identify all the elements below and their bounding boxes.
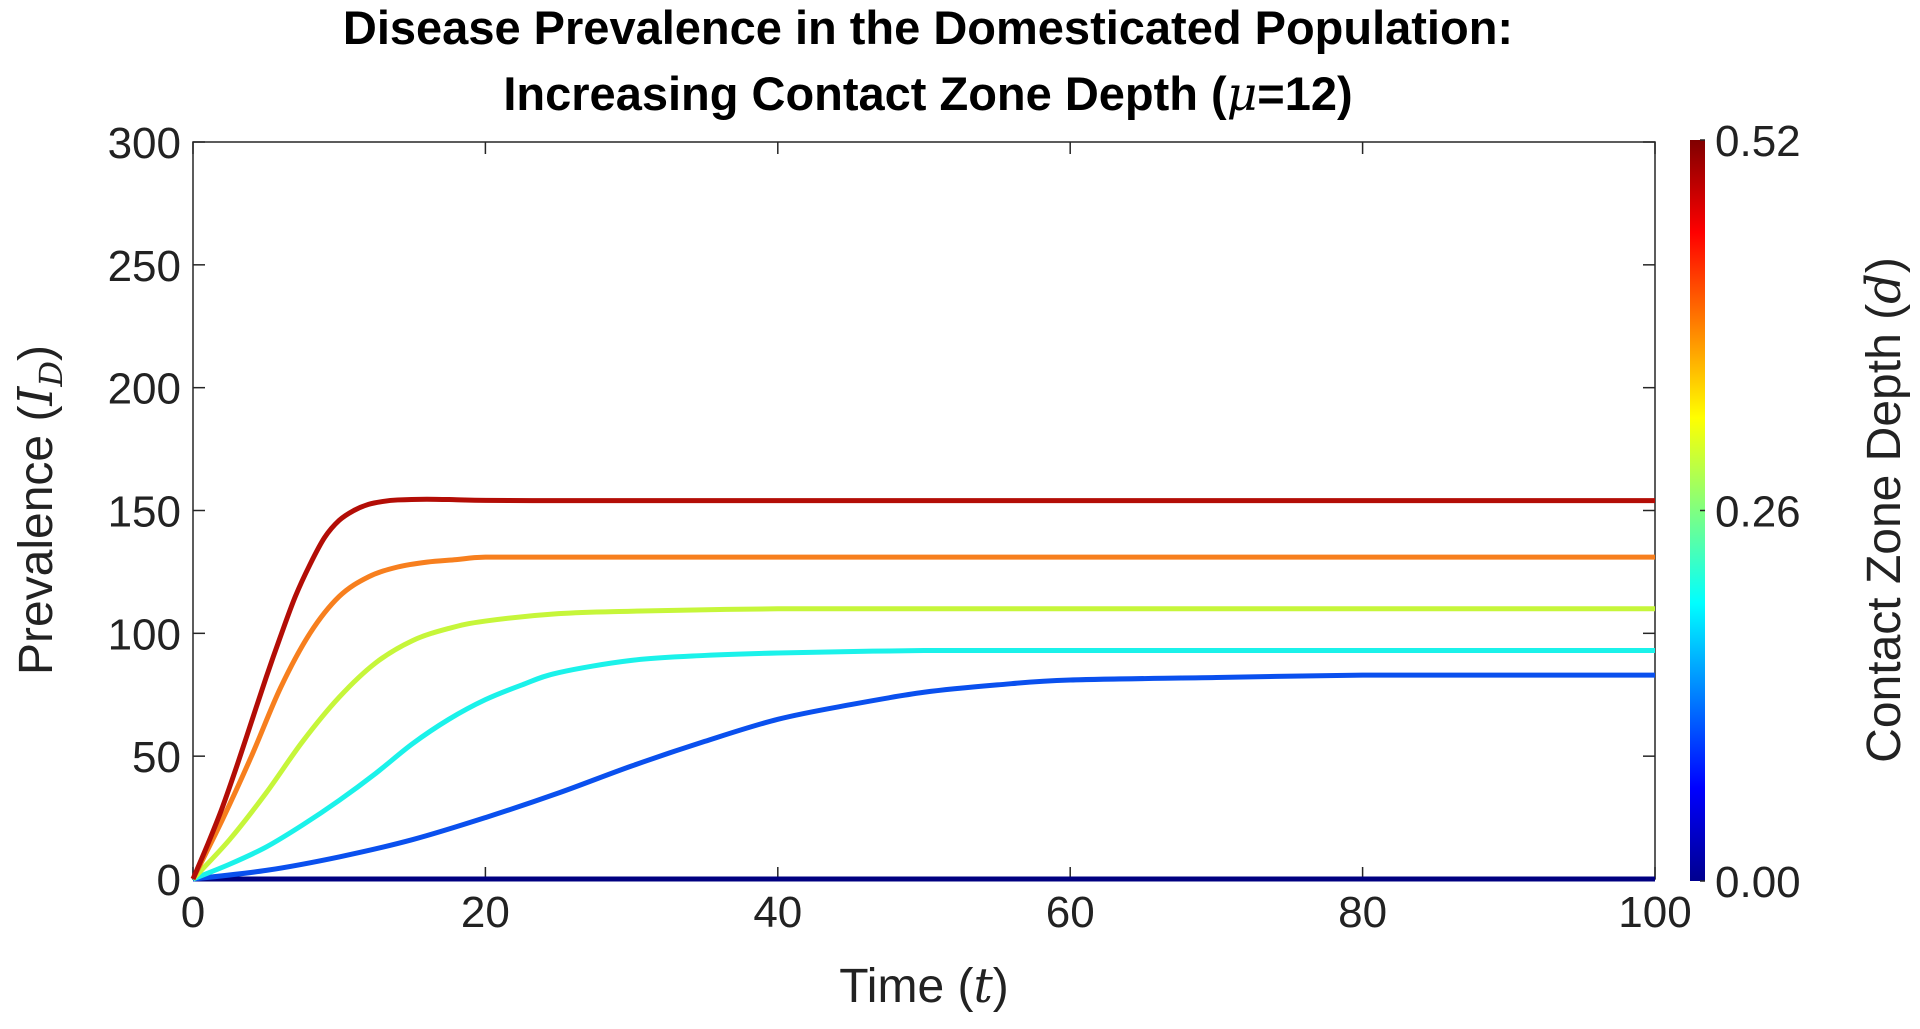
x-tick-label: 60: [1046, 888, 1095, 937]
x-tick-label: 0: [181, 888, 205, 937]
colorbar-label: Contact Zone Depth (d): [1856, 257, 1912, 763]
y-tick-label: 200: [108, 365, 181, 414]
y-tick-label: 50: [132, 733, 181, 782]
chart-title-line-1: Disease Prevalence in the Domesticated P…: [343, 1, 1513, 54]
plot-area-frame: [192, 141, 1656, 880]
y-axis-label: Prevalence (ID): [8, 345, 70, 675]
series-line-d-0-39: [190, 554, 1655, 881]
colorbar-ticks: 0.00 0.26 0.52: [1700, 117, 1801, 907]
axis-ticks: [192, 141, 1656, 880]
series-line-d-0-195: [192, 648, 1655, 882]
y-tick-label: 300: [108, 119, 181, 168]
y-tick-label: 100: [108, 610, 181, 659]
series-lines: [190, 496, 1656, 882]
series-line-d-0-325: [191, 606, 1655, 881]
chart-title-line-2: Increasing Contact Zone Depth (μ=12): [503, 67, 1352, 122]
y-tick-label: 150: [108, 488, 181, 537]
tick-labels: 0 20 40 60 80 100 0 50 100 150 200 250 300: [108, 119, 1692, 937]
colorbar-gradient: [1690, 140, 1705, 881]
x-axis-label: Time (t): [839, 958, 1008, 1014]
colorbar-tick-label: 0.00: [1715, 858, 1801, 907]
y-tick-label: 250: [108, 242, 181, 291]
x-tick-label: 40: [753, 888, 802, 937]
x-tick-label: 80: [1338, 888, 1387, 937]
y-tick-label: 0: [157, 856, 181, 905]
colorbar-tick-label: 0.26: [1715, 488, 1801, 537]
x-tick-label: 20: [461, 888, 510, 937]
series-line-d-0-13: [192, 672, 1655, 882]
series-line-d-0-52: [190, 496, 1656, 880]
x-tick-label: 100: [1618, 888, 1691, 937]
colorbar-tick-label: 0.52: [1715, 117, 1801, 166]
